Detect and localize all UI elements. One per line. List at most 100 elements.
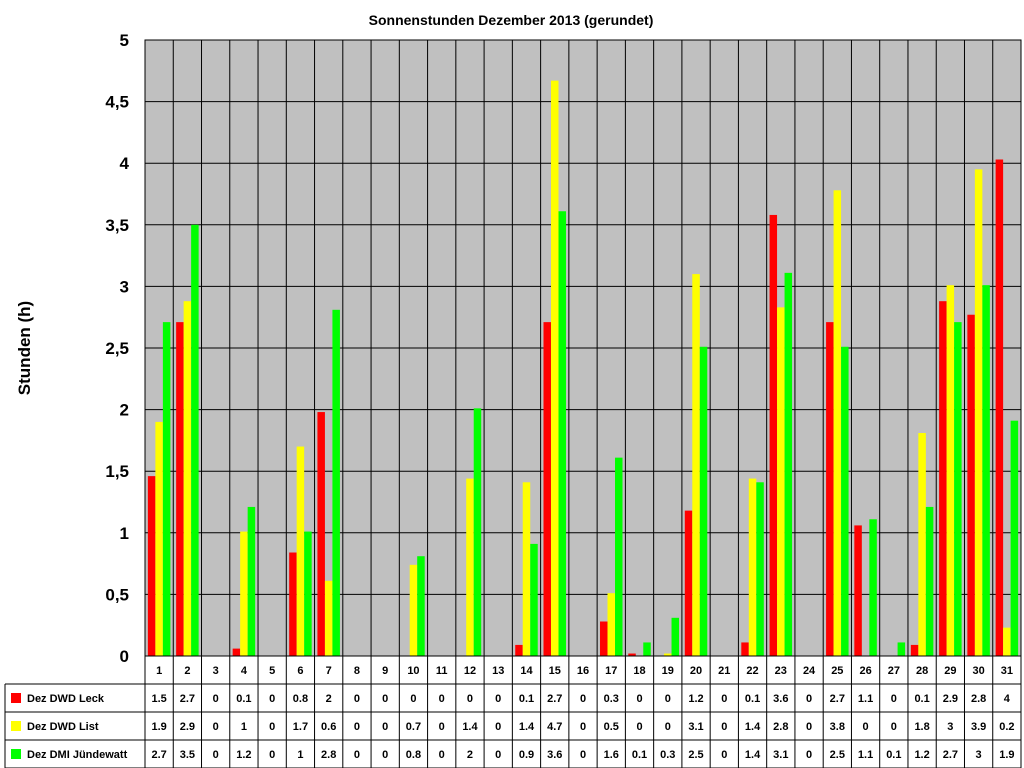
table-cell-value: 2.7 (830, 693, 845, 705)
table-cell-value: 0 (495, 721, 501, 733)
bar (332, 309, 340, 656)
table-cell-value: 2.5 (688, 749, 703, 761)
table-cell-value: 0 (863, 721, 869, 733)
table-cell-value: 1.4 (519, 721, 535, 733)
x-tick-label: 17 (605, 665, 617, 677)
y-tick-label: 4 (120, 154, 130, 173)
y-tick-label: 3 (120, 277, 129, 296)
table-cell-value: 0.7 (406, 721, 421, 733)
table-cell-value: 0 (806, 749, 812, 761)
table-cell-value: 1.5 (151, 693, 166, 705)
table-cell-value: 1.9 (151, 721, 166, 733)
x-tick-label: 11 (436, 665, 448, 677)
bar (684, 510, 693, 656)
bar (304, 531, 312, 656)
bar (974, 169, 983, 657)
bar (607, 593, 616, 656)
bar (296, 446, 305, 656)
x-tick-label: 6 (297, 665, 303, 677)
bar (550, 80, 559, 656)
table-cell-value: 2.7 (151, 749, 166, 761)
y-tick-label: 5 (120, 31, 129, 50)
table-cell-value: 0 (213, 749, 219, 761)
table-cell-value: 0.5 (604, 721, 619, 733)
table-cell-value: 0 (439, 693, 445, 705)
bar (155, 421, 163, 656)
table-cell-value: 2.5 (830, 749, 845, 761)
table-cell-value: 1.6 (604, 749, 619, 761)
table-cell-value: 0.1 (745, 693, 760, 705)
bar (162, 322, 171, 656)
bar (247, 506, 256, 656)
bar (841, 346, 849, 656)
table-cell-value: 0.1 (886, 749, 901, 761)
bar (317, 412, 325, 656)
table-cell-value: 0 (891, 693, 897, 705)
table-cell-value: 1.9 (999, 749, 1014, 761)
bar (543, 322, 551, 656)
bar (671, 617, 680, 656)
table-cell-value: 2.8 (971, 693, 986, 705)
x-tick-label: 29 (944, 665, 956, 677)
table-cell-value: 0 (580, 749, 586, 761)
bar (240, 531, 248, 656)
table-cell-value: 0 (495, 693, 501, 705)
bar (995, 159, 1004, 656)
table-cell-value: 4 (1004, 693, 1011, 705)
x-tick-label: 9 (382, 665, 388, 677)
x-tick-label: 8 (354, 665, 360, 677)
table-cell-value: 0.1 (914, 693, 929, 705)
table-cell-value: 2.9 (180, 721, 195, 733)
table-cell-value: 0 (665, 721, 671, 733)
table-cell-value: 0.3 (660, 749, 675, 761)
table-cell-value: 0.9 (519, 749, 534, 761)
y-tick-label: 2 (120, 401, 129, 420)
y-axis-label: Stunden (h) (15, 301, 34, 395)
bar (925, 506, 934, 656)
bar (869, 519, 877, 656)
bar (176, 322, 184, 656)
x-tick-label: 15 (549, 665, 561, 677)
table-cell-value: 2.9 (943, 693, 958, 705)
table-cell-value: 0 (636, 693, 642, 705)
table-cell-value: 1.2 (688, 693, 703, 705)
table-cell-value: 1.4 (462, 721, 478, 733)
x-tick-label: 12 (464, 665, 476, 677)
bar (473, 408, 482, 656)
bar (967, 314, 975, 656)
bar (1003, 627, 1011, 656)
table-cell-value: 0 (213, 721, 219, 733)
y-tick-label: 1,5 (105, 462, 129, 481)
table-cell-value: 1.7 (293, 721, 308, 733)
legend-label: Dez DMI Jündewatt (27, 749, 128, 761)
bar (692, 274, 700, 656)
table-cell-value: 0 (495, 749, 501, 761)
table-cell-value: 0 (467, 693, 473, 705)
x-tick-label: 24 (803, 665, 816, 677)
bar (232, 648, 241, 656)
table-cell-value: 1.4 (745, 749, 761, 761)
x-tick-label: 23 (775, 665, 787, 677)
bar (522, 482, 531, 656)
table-cell-value: 1 (241, 721, 247, 733)
bar (558, 211, 566, 657)
table-cell-value: 0 (354, 721, 360, 733)
x-tick-label: 30 (972, 665, 984, 677)
table-cell-value: 0 (636, 721, 642, 733)
table-cell-value: 0 (580, 693, 586, 705)
table-cell-value: 1.4 (745, 721, 761, 733)
table-cell-value: 0 (354, 749, 360, 761)
bar (854, 525, 862, 656)
table-cell-value: 0 (580, 721, 586, 733)
legend-label: Dez DWD Leck (27, 693, 105, 705)
table-cell-value: 0.8 (293, 693, 308, 705)
table-cell-value: 0 (891, 721, 897, 733)
bar (1010, 420, 1019, 656)
bar (417, 556, 425, 656)
table-cell-value: 0 (382, 693, 388, 705)
y-tick-label: 1 (120, 524, 129, 543)
table-cell-value: 0 (721, 693, 727, 705)
table-cell-value: 1.1 (858, 693, 873, 705)
bar (982, 285, 990, 656)
x-tick-label: 1 (156, 665, 162, 677)
